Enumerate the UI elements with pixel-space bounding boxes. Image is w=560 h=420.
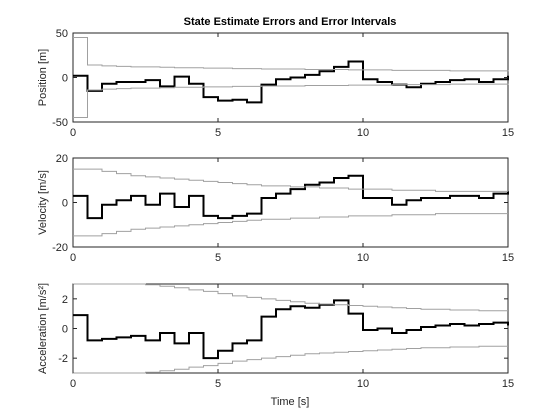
y-tick-label: 0 (62, 198, 68, 210)
upper-bound-line (73, 36, 509, 72)
x-tick-label: 10 (357, 252, 369, 264)
x-tick-label: 0 (70, 127, 76, 139)
error-line (73, 174, 509, 220)
subplot-3: 0 5 10 15 -2 0 2 Acceleration [m/s²] (37, 283, 514, 390)
x-tick-label: 5 (215, 127, 221, 139)
x-tick-label: 10 (357, 127, 369, 139)
series-group (73, 283, 509, 374)
y-tick-label: -20 (52, 242, 68, 254)
series-group (73, 36, 509, 119)
error-line (73, 299, 509, 360)
x-tick-label: 15 (502, 378, 514, 390)
series-group (73, 168, 509, 237)
lower-bound-line (73, 83, 509, 119)
y-axis-label: Velocity [m/s] (37, 170, 49, 235)
y-tick-label: -50 (52, 117, 68, 129)
upper-bound-line (73, 283, 508, 312)
x-tick-label: 5 (215, 378, 221, 390)
axes-box (72, 157, 509, 248)
upper-bound-line (73, 168, 508, 192)
y-tick-label: -2 (58, 353, 68, 365)
y-tick-label: 2 (62, 294, 68, 306)
x-tick-label: 15 (502, 127, 514, 139)
figure-title: State Estimate Errors and Error Interval… (184, 16, 397, 28)
y-tick-label: 20 (56, 153, 68, 165)
x-tick-label: 0 (70, 378, 76, 390)
x-tick-label: 0 (70, 252, 76, 264)
x-tick-label: 10 (357, 378, 369, 390)
error-line (73, 60, 509, 104)
x-tick-label: 15 (502, 252, 514, 264)
x-tick-label: 5 (215, 252, 221, 264)
axes-box (72, 283, 509, 374)
y-axis-label: Acceleration [m/s²] (37, 283, 49, 374)
x-axis-label: Time [s] (271, 396, 310, 408)
lower-bound-line (73, 345, 508, 374)
y-tick-label: 0 (62, 73, 68, 85)
y-tick-label: 0 (62, 324, 68, 336)
y-axis-label: Position [m] (37, 49, 49, 106)
lower-bound-line (73, 213, 508, 237)
y-tick-label: 50 (56, 28, 68, 40)
